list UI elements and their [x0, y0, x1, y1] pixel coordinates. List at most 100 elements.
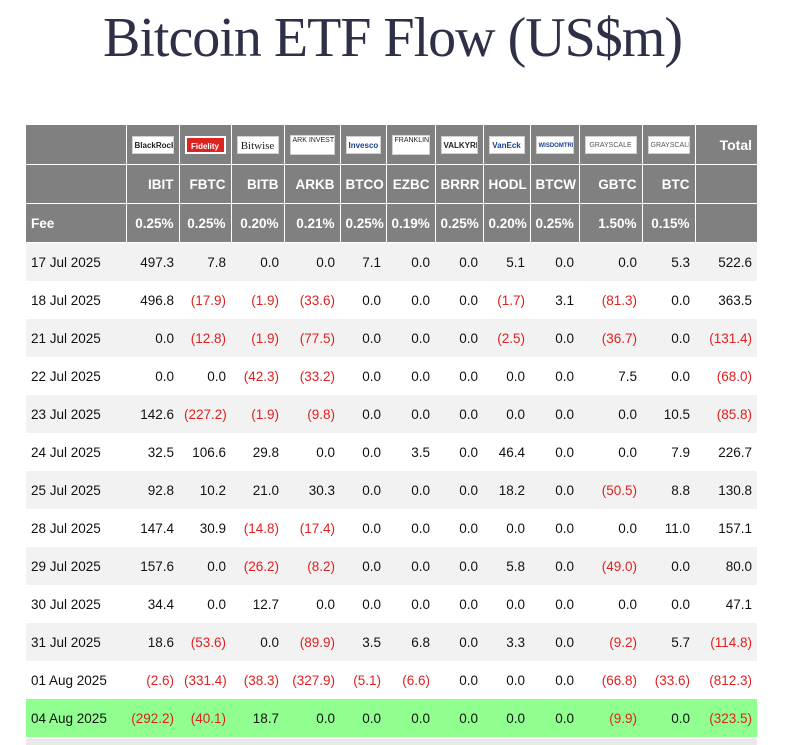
ticker-ezbc: EZBC	[386, 164, 436, 204]
flow-cell: 0.0	[179, 585, 231, 623]
flow-cell: (17.4)	[284, 509, 340, 547]
fee-btc: 0.15%	[642, 203, 696, 243]
flow-cell: 30.9	[179, 509, 231, 547]
flow-cell: 497.3	[126, 242, 179, 281]
date-cell: 18 Jul 2025	[26, 281, 126, 319]
flow-cell: 0.0	[530, 357, 579, 395]
ticker-hodl: HODL	[483, 164, 531, 204]
valkyrie-logo: VALKYRIE	[440, 135, 478, 154]
flow-cell: 0.0	[179, 357, 231, 395]
flow-cell: (38.3)	[231, 661, 284, 699]
ticker-btc: BTC	[642, 164, 696, 204]
fee-fbtc: 0.25%	[179, 203, 232, 243]
ticker-row: IBIT FBTC BITB ARKB BTCO EZBC BRRR HODL …	[26, 164, 757, 204]
flow-cell: 0.0	[386, 357, 435, 395]
flow-cell: (227.2)	[179, 395, 231, 433]
date-cell: 22 Jul 2025	[26, 357, 126, 395]
date-cell: 31 Jul 2025	[26, 623, 126, 661]
flow-cell: 10.5	[642, 395, 695, 433]
flow-cell: 0.0	[340, 585, 386, 623]
flow-cell: 3.5	[340, 623, 386, 661]
flow-cell: 0.0	[340, 699, 386, 737]
total-cell: (323.5)	[695, 699, 757, 737]
flow-cell: (49.0)	[579, 547, 642, 585]
flow-cell: 0.0	[530, 585, 579, 623]
flow-cell: 0.0	[530, 547, 579, 585]
ticker-arkb: ARKB	[284, 164, 341, 204]
flow-cell: (5.1)	[340, 661, 386, 699]
total-cell: 47.1	[695, 585, 757, 623]
date-cell: 17 Jul 2025	[26, 242, 126, 281]
flow-cell: (1.9)	[231, 395, 284, 433]
flow-cell: 92.8	[126, 471, 179, 509]
flow-cell: 0.0	[435, 509, 483, 547]
etf-flow-table: BlackRock Fidelity Bitwise ARK INVEST In…	[26, 125, 757, 737]
fee-ibit: 0.25%	[126, 203, 180, 243]
flow-cell: 0.0	[435, 357, 483, 395]
table-footer-strip	[26, 739, 757, 745]
flow-cell: 21.0	[231, 471, 284, 509]
flow-cell: 0.0	[386, 281, 435, 319]
flow-cell: 0.0	[530, 623, 579, 661]
flow-cell: 0.0	[340, 357, 386, 395]
table-row: 21 Jul 2025 0.0 (12.8) (1.9) (77.5) 0.0 0.0 0.0…	[26, 319, 757, 357]
flow-cell: 0.0	[435, 433, 483, 471]
flow-cell: (42.3)	[231, 357, 284, 395]
flow-cell: (81.3)	[579, 281, 642, 319]
flow-cell: 0.0	[435, 395, 483, 433]
flow-cell: 0.0	[126, 357, 179, 395]
flow-cell: 0.0	[530, 509, 579, 547]
flow-cell: 7.5	[579, 357, 642, 395]
flow-cell: (26.2)	[231, 547, 284, 585]
ticker-btco: BTCO	[340, 164, 387, 204]
flow-cell: 0.0	[530, 395, 579, 433]
flow-cell: (17.9)	[179, 281, 231, 319]
flow-cell: 0.0	[530, 433, 579, 471]
flow-cell: 3.1	[530, 281, 579, 319]
flow-cell: 0.0	[340, 509, 386, 547]
invesco-logo: Invesco	[345, 135, 381, 154]
flow-cell: (331.4)	[179, 661, 231, 699]
flow-cell: 0.0	[340, 471, 386, 509]
fee-btco: 0.25%	[340, 203, 387, 243]
flow-cell: (2.6)	[126, 661, 179, 699]
flow-cell: 106.6	[179, 433, 231, 471]
flow-cell: 5.8	[483, 547, 530, 585]
table-row: 29 Jul 2025 157.6 0.0 (26.2) (8.2) 0.0 0.0 0.0 5…	[26, 547, 757, 585]
flow-cell: (89.9)	[284, 623, 340, 661]
fee-bitb: 0.20%	[231, 203, 285, 243]
flow-cell: 46.4	[483, 433, 530, 471]
flow-cell: 10.2	[179, 471, 231, 509]
date-cell: 01 Aug 2025	[26, 661, 126, 699]
table-row: 18 Jul 2025 496.8 (17.9) (1.9) (33.6) 0.0 0.0 0…	[26, 281, 757, 319]
flow-cell: 0.0	[579, 585, 642, 623]
flow-cell: 0.0	[386, 547, 435, 585]
flow-cell: 0.0	[340, 281, 386, 319]
flow-cell: 0.0	[435, 699, 483, 737]
vaneck-logo: VanEck	[488, 135, 525, 154]
flow-cell: 34.4	[126, 585, 179, 623]
fee-btcw: 0.25%	[530, 203, 580, 243]
corner-cell	[26, 125, 127, 165]
table-row: 25 Jul 2025 92.8 10.2 21.0 30.3 0.0 0.0 0.0 18.2…	[26, 471, 757, 509]
total-cell: (114.8)	[695, 623, 757, 661]
flow-cell: 0.0	[231, 242, 284, 281]
flow-cell: 0.0	[579, 509, 642, 547]
flow-cell: 0.0	[483, 661, 530, 699]
flow-cell: 0.0	[530, 242, 579, 281]
flow-cell: 0.0	[284, 242, 340, 281]
flow-cell: (9.8)	[284, 395, 340, 433]
table-row: 04 Aug 2025 (292.2) (40.1) 18.7 0.0 0.0 0.0 0.0…	[26, 699, 757, 737]
flow-cell: 0.0	[435, 242, 483, 281]
flow-cell: (50.5)	[579, 471, 642, 509]
fee-hodl: 0.20%	[483, 203, 531, 243]
flow-cell: (6.6)	[386, 661, 435, 699]
flow-cell: 0.0	[483, 585, 530, 623]
flow-cell: 142.6	[126, 395, 179, 433]
ticker-fbtc: FBTC	[179, 164, 232, 204]
flow-cell: (40.1)	[179, 699, 231, 737]
flow-cell: (1.9)	[231, 281, 284, 319]
bitwise-logo: Bitwise	[236, 135, 279, 154]
fee-row: Fee 0.25% 0.25% 0.20% 0.21% 0.25% 0.19% …	[26, 203, 757, 243]
total-cell: 130.8	[695, 471, 757, 509]
